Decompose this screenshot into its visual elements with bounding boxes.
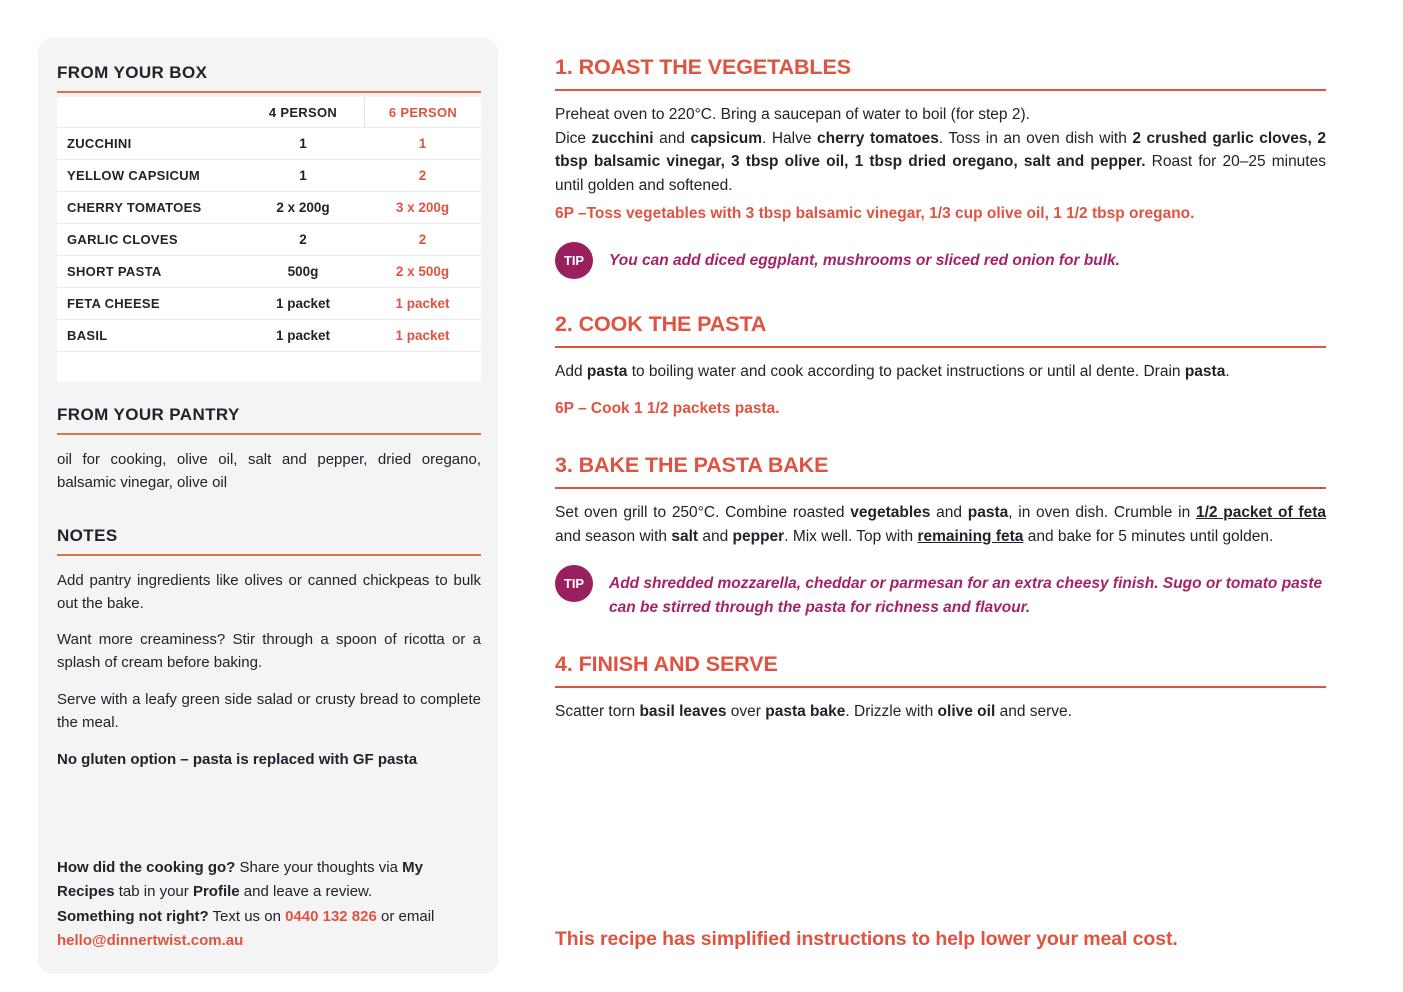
qty-6-person: 2 x 500g: [395, 264, 450, 279]
table-row: FETA CHEESE 1 packet 1 packet: [57, 288, 481, 320]
step-3-rule: [555, 487, 1326, 490]
ingredients-table: 4 PERSON 6 PERSON ZUCCHINI 1 1 YELLOW CA…: [57, 96, 481, 382]
ingredient-name: SHORT PASTA: [67, 264, 162, 279]
ingredients-sidebar: FROM YOUR BOX 4 PERSON 6 PERSON ZUCCHINI…: [38, 38, 498, 974]
contact-block: How did the cooking go? Share your thoug…: [57, 856, 481, 954]
col-header-6-person: 6 PERSON: [364, 96, 481, 128]
qty-6-person: 1 packet: [395, 328, 450, 343]
tip-badge: TIP: [555, 242, 593, 280]
pantry-title-rule: [57, 433, 481, 435]
table-row: ZUCCHINI 1 1: [57, 128, 481, 160]
tip-text: You can add diced eggplant, mushrooms or…: [609, 252, 1120, 270]
feedback-text: How did the cooking go? Share your thoug…: [57, 858, 423, 901]
six-person-note: 6P –Toss vegetables with 3 tbsp balsamic…: [555, 205, 1195, 223]
step-2-rule: [555, 346, 1326, 349]
table-row: BASIL 1 packet 1 packet: [57, 320, 481, 352]
simplified-instructions-note: This recipe has simplified instructions …: [555, 928, 1178, 950]
qty-4-person: 1: [299, 168, 307, 183]
step-2-heading: 2. COOK THE PASTA: [555, 312, 767, 337]
pantry-section: FROM YOUR PANTRY oil for cooking, olive …: [57, 405, 481, 495]
box-title-rule: [57, 91, 481, 93]
step-paragraph: Set oven grill to 250°C. Combine roasted…: [555, 504, 1326, 545]
support-text: Something not right? Text us on 0440 132…: [57, 907, 435, 950]
instructions-column: 1. ROAST THE VEGETABLES Preheat oven to …: [555, 55, 1326, 756]
notes-section: NOTES Add pantry ingredients like olives…: [57, 526, 481, 772]
ingredient-name: FETA CHEESE: [67, 296, 160, 311]
pantry-title: FROM YOUR PANTRY: [57, 405, 240, 424]
phone-link[interactable]: 0440 132 826: [285, 907, 377, 925]
ingredient-name: BASIL: [67, 328, 108, 343]
email-link[interactable]: hello@dinnertwist.com.au: [57, 932, 244, 950]
qty-4-person: 1 packet: [275, 296, 331, 311]
gluten-free-note: No gluten option – pasta is replaced wit…: [57, 751, 418, 768]
table-row: CHERRY TOMATOES 2 x 200g 3 x 200g: [57, 192, 481, 224]
ingredient-name: GARLIC CLOVES: [67, 232, 178, 247]
pantry-text: oil for cooking, olive oil, salt and pep…: [57, 451, 481, 492]
step-4-heading: 4. FINISH AND SERVE: [555, 651, 778, 676]
step-2-section: 2. COOK THE PASTA Add pasta to boiling w…: [555, 312, 1326, 420]
step-paragraph: Preheat oven to 220°C. Bring a saucepan …: [555, 106, 1030, 123]
table-row: SHORT PASTA 500g 2 x 500g: [57, 256, 481, 288]
ingredient-name: ZUCCHINI: [67, 136, 132, 151]
qty-6-person: 2: [418, 168, 427, 183]
qty-4-person: 2 x 200g: [276, 200, 330, 215]
table-row: GARLIC CLOVES 2 2: [57, 224, 481, 256]
step-1-heading: 1. ROAST THE VEGETABLES: [555, 55, 851, 79]
step-3-heading: 3. BAKE THE PASTA BAKE: [555, 453, 829, 478]
notes-title: NOTES: [57, 525, 118, 545]
qty-4-person: 500g: [287, 264, 319, 279]
tip-text: Add shredded mozzarella, cheddar or parm…: [609, 575, 1323, 616]
note-paragraph: Serve with a leafy green side salad or c…: [57, 690, 481, 731]
step-3-section: 3. BAKE THE PASTA BAKE Set oven grill to…: [555, 453, 1326, 619]
step-1-section: 1. ROAST THE VEGETABLES Preheat oven to …: [555, 55, 1326, 280]
step-1-rule: [555, 89, 1326, 91]
qty-6-person: 3 x 200g: [395, 200, 450, 215]
qty-4-person: 1: [299, 136, 307, 151]
qty-4-person: 2: [299, 232, 307, 247]
table-header-row: 4 PERSON 6 PERSON: [57, 96, 481, 128]
step-4-rule: [555, 685, 1326, 688]
step-paragraph: Scatter torn basil leaves over pasta bak…: [555, 702, 1072, 720]
step-paragraph: Dice zucchini and capsicum. Halve cherry…: [555, 129, 1326, 194]
table-row: YELLOW CAPSICUM 1 2: [57, 160, 481, 192]
tip-row: TIP You can add diced eggplant, mushroom…: [555, 242, 1326, 280]
box-title: FROM YOUR BOX: [57, 63, 208, 82]
col-header-4-person: 4 PERSON: [268, 104, 338, 120]
tip-row: TIP Add shredded mozzarella, cheddar or …: [555, 565, 1326, 619]
ingredient-name: YELLOW CAPSICUM: [67, 168, 201, 183]
ingredient-name: CHERRY TOMATOES: [67, 200, 202, 215]
step-paragraph: Add pasta to boiling water and cook acco…: [555, 363, 1230, 381]
notes-title-rule: [57, 553, 481, 556]
note-paragraph: Add pantry ingredients like olives or ca…: [57, 571, 481, 612]
qty-4-person: 1 packet: [275, 328, 331, 343]
step-4-section: 4. FINISH AND SERVE Scatter torn basil l…: [555, 652, 1326, 724]
qty-6-person: 1 packet: [395, 296, 450, 311]
six-person-note: 6P – Cook 1 1/2 packets pasta.: [555, 399, 780, 417]
qty-6-person: 2: [418, 232, 427, 247]
tip-badge: TIP: [555, 565, 593, 603]
note-paragraph: Want more creaminess? Stir through a spo…: [57, 631, 481, 672]
qty-6-person: 1: [418, 136, 427, 151]
